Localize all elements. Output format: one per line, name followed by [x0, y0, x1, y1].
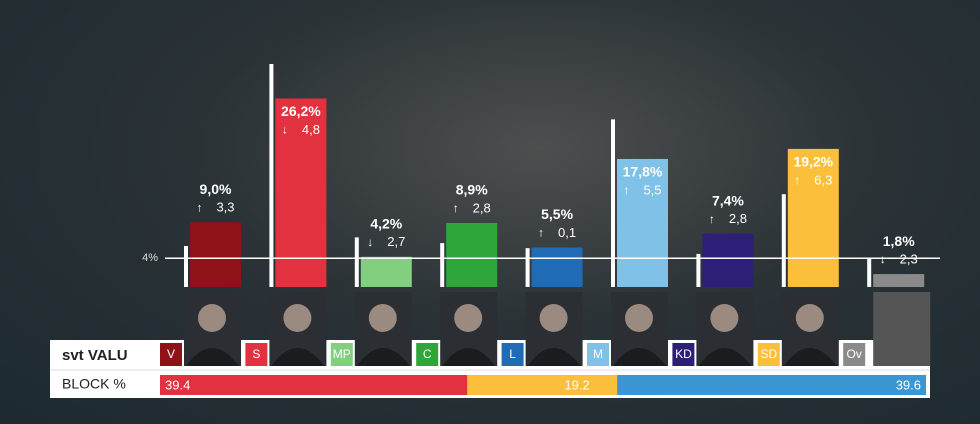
- change-label: 0,1: [558, 225, 576, 240]
- photo-head: [283, 304, 312, 332]
- photo-head: [368, 304, 397, 332]
- photo-body: [271, 348, 325, 366]
- change-label: 4,8: [302, 122, 320, 137]
- change-label: 2,8: [729, 211, 747, 226]
- change-arrow: ↑: [453, 201, 459, 215]
- change-arrow: ↑: [538, 226, 544, 240]
- party-label: Ov: [847, 347, 862, 361]
- block-bar: [160, 375, 468, 395]
- change-label: 5,5: [643, 182, 661, 197]
- photo-head: [795, 304, 824, 332]
- block-label: BLOCK %: [62, 376, 126, 392]
- bar: [531, 247, 583, 287]
- previous-bar: [269, 64, 274, 287]
- change-label: 2,8: [473, 200, 491, 215]
- value-label: 17,8%: [623, 164, 663, 180]
- value-label: 7,4%: [712, 192, 744, 208]
- value-label: 19,2%: [793, 154, 833, 170]
- change-arrow: ↓: [367, 235, 373, 249]
- previous-bar: [696, 253, 701, 287]
- value-label: 4,2%: [370, 215, 402, 231]
- previous-bar: [867, 257, 872, 287]
- photo-body: [527, 348, 581, 366]
- threshold-label: 4%: [142, 252, 158, 264]
- block-value: 39.4: [165, 377, 190, 392]
- change-arrow: ↑: [794, 173, 800, 187]
- party-box: [843, 343, 866, 366]
- bar: [446, 222, 498, 287]
- block-value: 19.2: [564, 377, 589, 392]
- photo-body: [356, 348, 410, 366]
- block-bar: [467, 375, 618, 395]
- change-arrow: ↓: [282, 123, 288, 137]
- photo-head: [625, 304, 653, 332]
- value-label: 26,2%: [281, 103, 321, 119]
- block-value: 39.6: [896, 377, 921, 392]
- photo-head: [710, 304, 739, 332]
- photo-body: [186, 348, 239, 366]
- photo-head: [198, 304, 226, 332]
- photo-slot: [873, 292, 931, 366]
- bar: [275, 98, 327, 288]
- block-bar: [617, 375, 926, 395]
- photo-body: [442, 348, 496, 366]
- party-box: [587, 343, 609, 366]
- value-label: 1,8%: [883, 233, 915, 249]
- photo-body: [698, 348, 752, 366]
- photo-head: [539, 304, 568, 332]
- party-box: [757, 343, 780, 366]
- value-label: 5,5%: [541, 206, 573, 222]
- change-arrow: ↓: [880, 252, 886, 266]
- party-label: L: [509, 347, 516, 361]
- bar: [190, 222, 241, 287]
- party-label: SD: [760, 347, 777, 361]
- photo-body: [613, 348, 666, 366]
- party-label: C: [423, 347, 432, 361]
- photo-head: [454, 304, 483, 332]
- change-arrow: ↑: [197, 200, 203, 214]
- value-label: 9,0%: [200, 181, 232, 197]
- party-label: V: [167, 347, 175, 361]
- party-box: [501, 343, 524, 366]
- change-label: 2,7: [387, 234, 405, 249]
- change-label: 3,3: [216, 200, 234, 215]
- logo: svt VALU: [62, 347, 128, 364]
- bar: [873, 274, 925, 287]
- change-label: 6,3: [814, 172, 832, 187]
- bar: [360, 256, 412, 287]
- party-label: S: [252, 347, 260, 361]
- bar: [617, 158, 668, 287]
- party-box: [245, 343, 268, 366]
- bar: [702, 233, 754, 287]
- previous-bar: [611, 119, 615, 287]
- previous-bar: [525, 248, 530, 287]
- change-arrow: ↑: [624, 183, 630, 197]
- previous-bar: [440, 243, 445, 287]
- previous-bar: [354, 237, 359, 287]
- change-arrow: ↑: [709, 212, 715, 226]
- party-box: [672, 343, 695, 366]
- previous-bar: [184, 245, 188, 287]
- party-label: M: [593, 347, 603, 361]
- previous-bar: [781, 194, 786, 287]
- photo-body: [783, 348, 837, 366]
- change-label: 2,3: [900, 251, 918, 266]
- party-box: [416, 343, 439, 366]
- bar: [787, 148, 839, 287]
- value-label: 8,9%: [456, 182, 488, 198]
- party-box: [330, 343, 353, 366]
- party-label: MP: [333, 347, 351, 361]
- party-label: KD: [675, 347, 692, 361]
- party-box: [160, 343, 182, 366]
